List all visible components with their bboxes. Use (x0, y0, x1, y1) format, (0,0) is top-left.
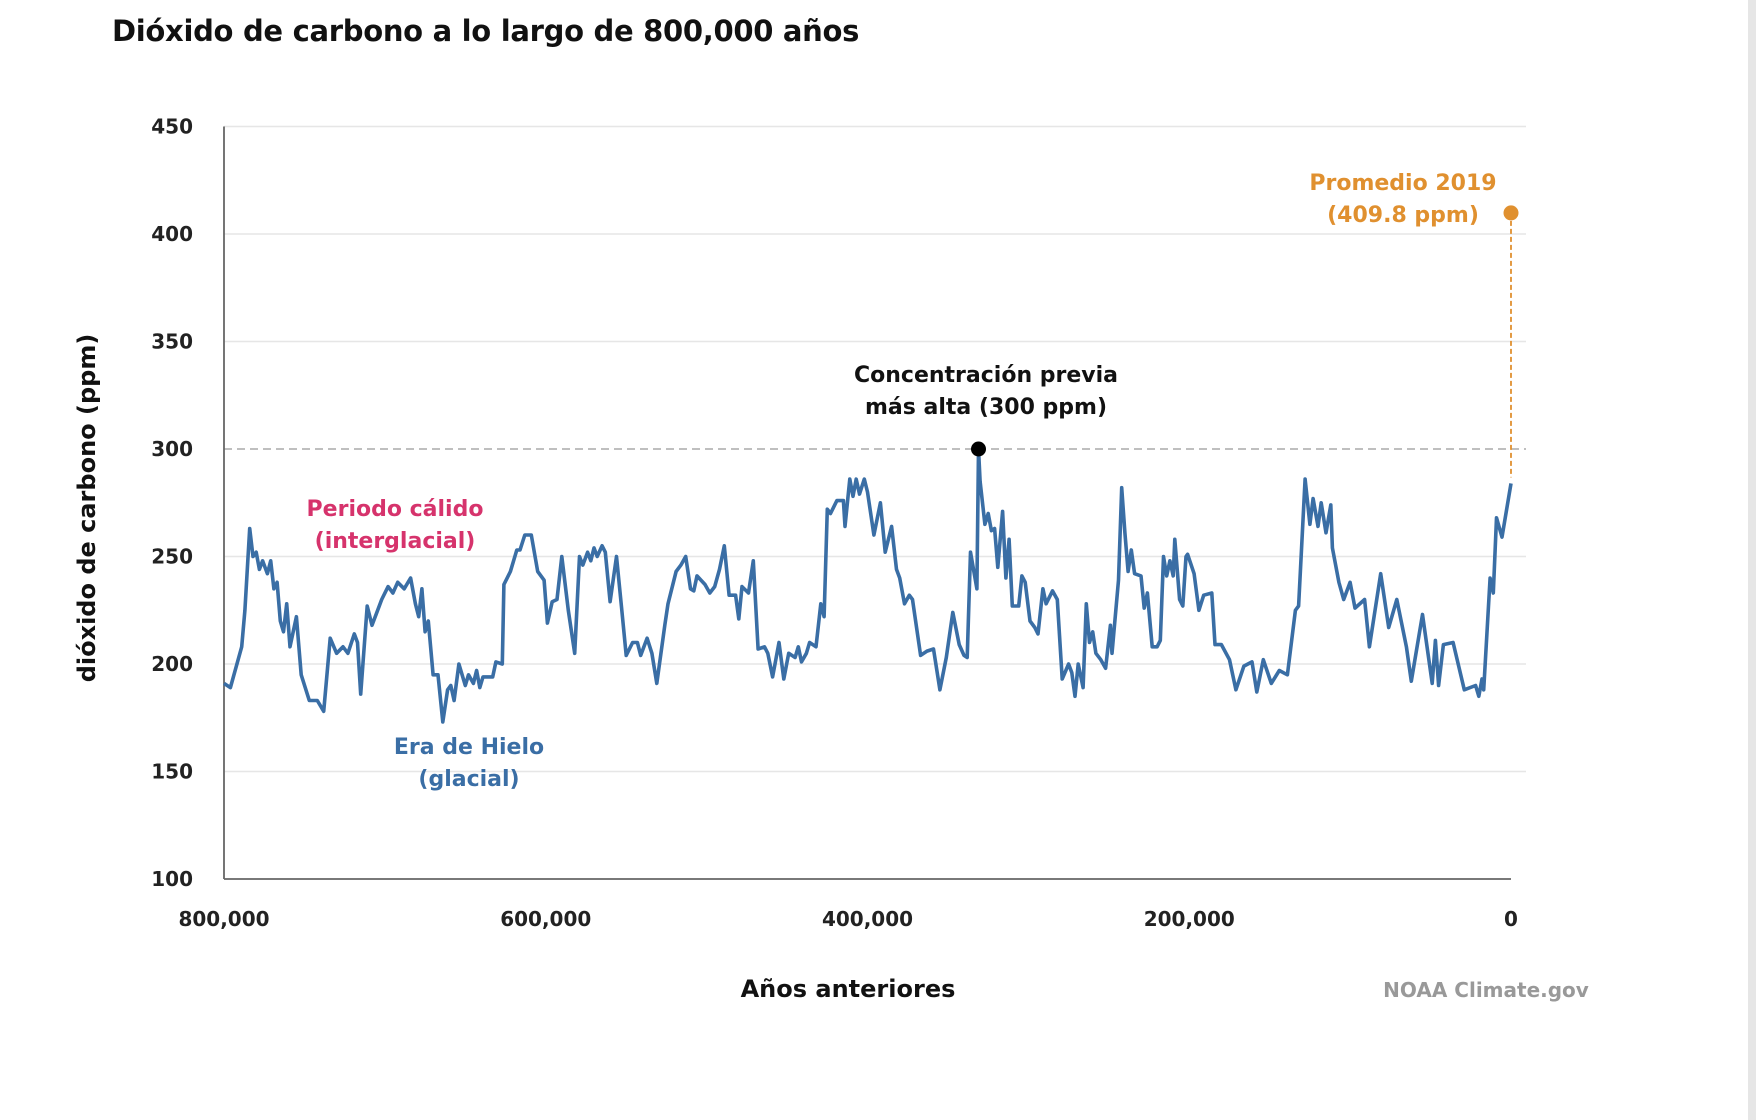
y-tick-label: 350 (151, 330, 193, 354)
x-tick-label: 600,000 (500, 907, 591, 931)
previous-high-annotation-line: más alta (300 ppm) (865, 395, 1107, 420)
previous-high-annotation-line: Concentración previa (854, 363, 1118, 388)
current-2019-point (1503, 205, 1519, 221)
previous-high-point (971, 441, 987, 457)
y-tick-label: 150 (151, 760, 193, 784)
x-axis-label: Años anteriores (741, 975, 956, 1003)
interglacial-label: (interglacial) (315, 529, 476, 554)
y-tick-label: 450 (151, 115, 193, 139)
x-tick-label: 0 (1504, 907, 1518, 931)
y-tick-label: 300 (151, 437, 193, 461)
x-tick-label: 200,000 (1144, 907, 1235, 931)
glacial-label: (glacial) (418, 767, 519, 792)
y-axis-label: dióxido de carbono (ppm) (73, 334, 101, 683)
x-tick-label: 400,000 (822, 907, 913, 931)
y-tick-label: 100 (151, 867, 193, 891)
scrollbar[interactable] (1748, 0, 1756, 1120)
y-tick-label: 400 (151, 222, 193, 246)
y-tick-label: 200 (151, 652, 193, 676)
current-annotation-line: Promedio 2019 (1309, 171, 1496, 196)
co2-series-line (223, 447, 1513, 724)
y-tick-label: 250 (151, 545, 193, 569)
current-annotation-line: (409.8 ppm) (1327, 203, 1479, 228)
chart-title: Dióxido de carbono a lo largo de 800,000… (112, 14, 860, 48)
glacial-label: Era de Hielo (394, 735, 544, 760)
source-credit: NOAA Climate.gov (1383, 978, 1589, 1002)
x-tick-label: 800,000 (178, 907, 269, 931)
interglacial-label: Periodo cálido (307, 497, 484, 522)
